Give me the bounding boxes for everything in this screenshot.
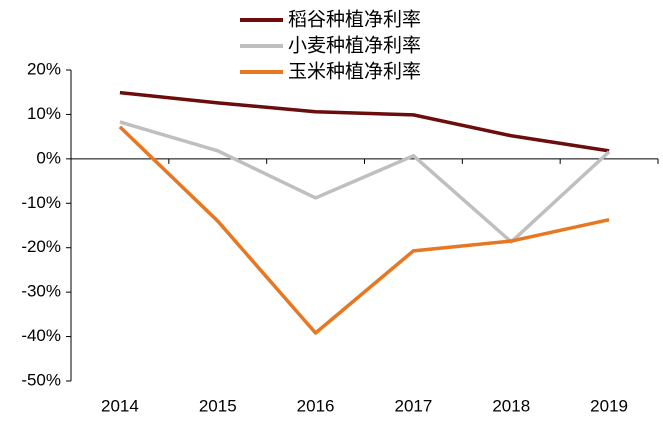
- y-tick-label: -10%: [21, 193, 61, 212]
- y-tick-label: -50%: [21, 370, 61, 389]
- legend-label: 稻谷种植净利率: [288, 9, 421, 31]
- series-line: [119, 90, 610, 153]
- y-tick-label: -40%: [21, 326, 61, 345]
- x-tick-label: 2018: [492, 396, 530, 415]
- x-tick-label: 2019: [590, 396, 628, 415]
- y-tick-label: -30%: [21, 282, 61, 301]
- series-line: [118, 125, 610, 335]
- x-tick-label: 2014: [101, 396, 139, 415]
- y-tick-label: 0%: [36, 148, 61, 167]
- x-tick-label: 2015: [199, 396, 237, 415]
- legend-label: 玉米种植净利率: [288, 61, 421, 83]
- x-tick-label: 2016: [297, 396, 335, 415]
- series-line: [119, 120, 611, 244]
- legend-label: 小麦种植净利率: [288, 35, 421, 57]
- x-tick-label: 2017: [395, 396, 433, 415]
- y-tick-label: 20%: [27, 59, 61, 78]
- y-tick-label: -20%: [21, 237, 61, 256]
- y-tick-label: 10%: [27, 104, 61, 123]
